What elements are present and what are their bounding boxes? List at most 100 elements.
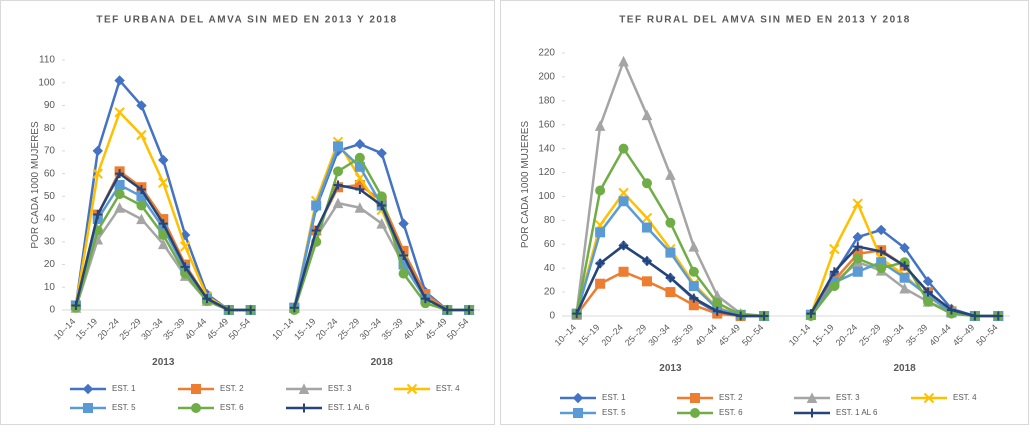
y-tick-label: 40 <box>44 214 56 225</box>
legend-marker-shape <box>572 392 584 404</box>
marker <box>92 145 103 157</box>
marker <box>376 218 388 229</box>
marker <box>899 272 910 283</box>
legend-label: EST. 5 <box>112 403 136 412</box>
series-markers <box>71 169 474 315</box>
legend-marker <box>573 408 583 418</box>
marker <box>311 225 321 235</box>
y-axis-label: POR CADA 1000 MUJERES <box>30 121 41 249</box>
marker <box>311 200 322 211</box>
marker <box>399 250 409 260</box>
marker <box>136 129 147 141</box>
marker <box>376 147 387 159</box>
marker <box>665 287 676 298</box>
legend-marker-shape <box>299 403 309 413</box>
panel <box>0 0 495 425</box>
legend-label: EST. 1 AL 6 <box>328 403 370 412</box>
y-tick-label: 220 <box>538 48 555 59</box>
marker <box>712 297 723 308</box>
marker <box>158 219 168 229</box>
legend-marker <box>406 383 418 395</box>
marker <box>618 196 629 207</box>
legend-label: EST. 2 <box>220 384 244 393</box>
legend-marker <box>82 383 94 395</box>
marker <box>875 224 887 236</box>
marker <box>641 276 652 287</box>
marker <box>332 197 344 209</box>
y-tick-label: 100 <box>38 77 55 88</box>
y-tick-label: 110 <box>39 55 55 66</box>
marker <box>876 246 886 256</box>
marker <box>179 241 191 252</box>
legend-marker <box>923 392 935 404</box>
marker <box>899 282 910 294</box>
marker <box>202 294 212 304</box>
marker <box>246 305 256 315</box>
marker <box>114 202 125 213</box>
marker <box>354 172 366 184</box>
marker <box>136 213 147 225</box>
y-tick-label: 90 <box>44 100 56 111</box>
legend-label: EST. 4 <box>953 393 977 402</box>
marker <box>333 180 343 190</box>
marker <box>595 278 606 289</box>
marker <box>115 169 125 179</box>
marker <box>923 287 933 297</box>
marker <box>993 311 1003 321</box>
legend-label: EST. 1 <box>602 393 626 402</box>
marker <box>736 311 746 321</box>
y-tick-label: 180 <box>538 95 555 106</box>
marker <box>354 202 366 213</box>
marker <box>71 300 81 310</box>
y-tick-label: 60 <box>44 168 56 179</box>
marker <box>900 261 910 271</box>
marker <box>641 178 652 189</box>
legend-label: EST. 3 <box>836 393 860 402</box>
marker <box>899 242 910 254</box>
y-tick-label: 200 <box>538 72 555 83</box>
marker <box>114 107 125 118</box>
marker <box>93 210 103 220</box>
legend-marker-shape <box>406 383 418 395</box>
legend-marker-shape <box>690 393 700 403</box>
panel <box>500 0 1029 425</box>
marker <box>641 109 653 121</box>
marker <box>618 143 629 154</box>
marker <box>688 241 700 252</box>
marker <box>876 263 887 274</box>
series-markers <box>572 240 1003 321</box>
marker <box>398 268 409 279</box>
marker <box>618 266 629 277</box>
marker <box>829 281 840 292</box>
marker <box>354 138 366 150</box>
marker <box>665 247 676 258</box>
legend-label: EST. 6 <box>220 403 244 412</box>
marker <box>333 166 344 177</box>
marker <box>641 212 653 224</box>
marker <box>618 55 629 67</box>
marker <box>136 200 147 211</box>
legend-marker-shape <box>191 403 201 413</box>
y-tick-label: 70 <box>44 146 56 157</box>
marker <box>333 141 344 152</box>
marker <box>136 185 146 195</box>
y-tick-label: 160 <box>538 119 555 130</box>
y-tick-label: 0 <box>549 311 555 322</box>
y-tick-label: 140 <box>538 143 555 154</box>
y-tick-label: 0 <box>49 305 55 316</box>
marker <box>641 222 652 233</box>
marker <box>689 293 699 303</box>
marker <box>224 305 234 315</box>
marker <box>158 177 169 188</box>
y-tick-label: 10 <box>44 282 56 293</box>
marker <box>618 187 629 199</box>
legend-marker-shape <box>807 408 817 418</box>
y-tick-label: 50 <box>44 191 56 202</box>
y-tick-label: 20 <box>44 259 56 270</box>
y-tick-label: 20 <box>544 287 556 298</box>
marker <box>354 152 365 163</box>
marker <box>829 243 840 255</box>
legend-label: EST. 1 AL 6 <box>836 408 878 417</box>
marker <box>114 75 125 86</box>
y-tick-label: 30 <box>44 236 56 247</box>
